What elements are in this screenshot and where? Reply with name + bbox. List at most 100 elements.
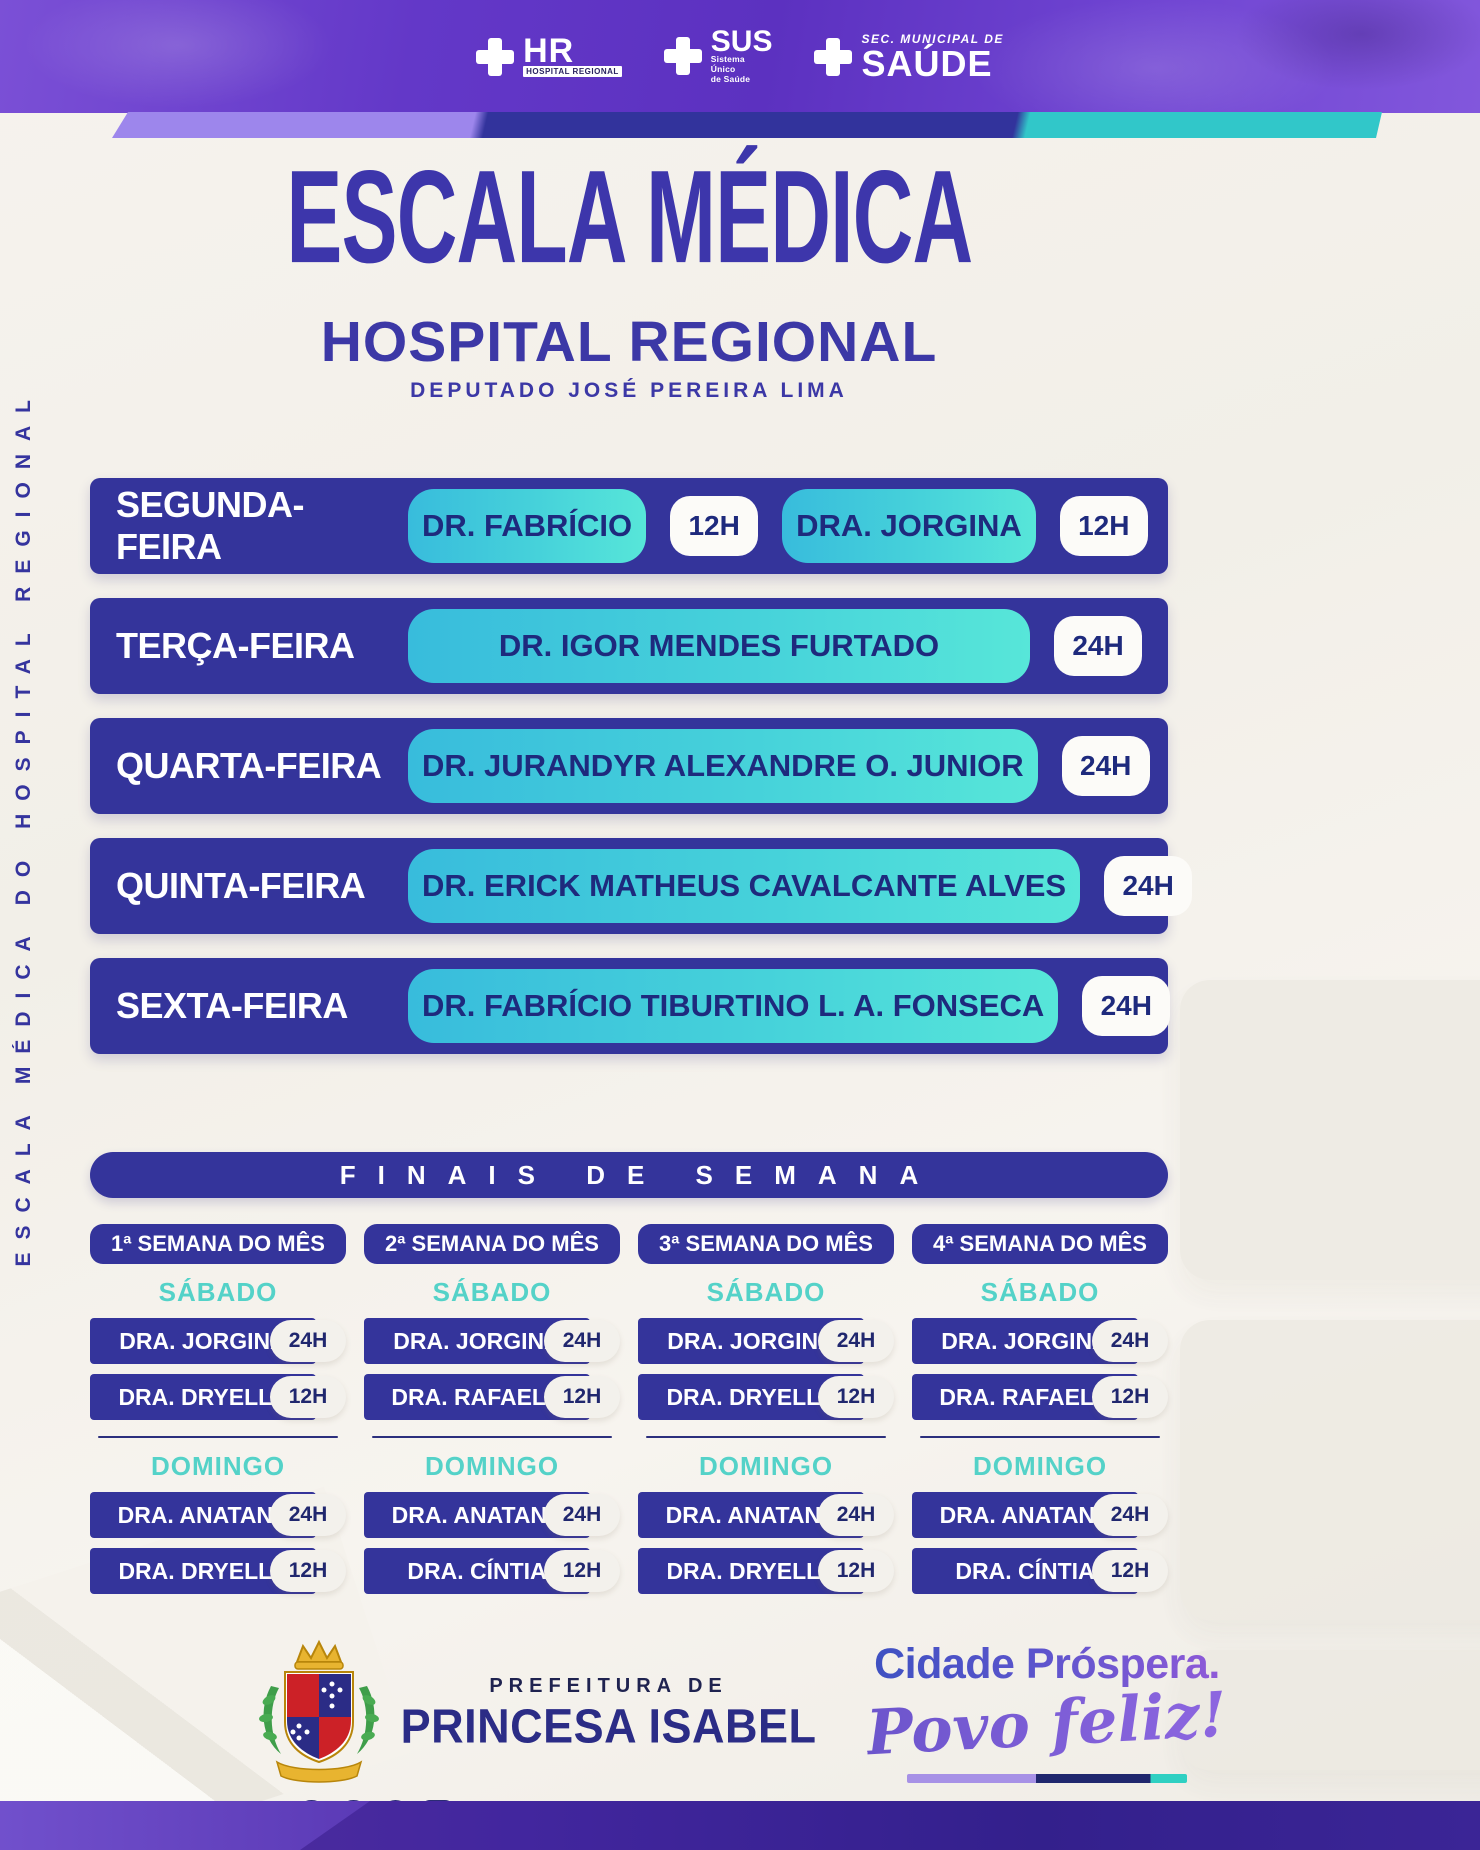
sunday-label: DOMINGO — [698, 1451, 834, 1481]
hours-badge: 12H — [544, 1550, 620, 1592]
weekday-schedule: SEGUNDA-FEIRA DR. FABRÍCIO 12H DRA. JORG… — [90, 478, 1193, 1078]
weekend-row: DRA. ANATANY 24H — [912, 1492, 1168, 1538]
hours-badge: 24H — [544, 1320, 620, 1362]
hours-badge: 24H — [270, 1320, 346, 1362]
hours-badge: 24H — [1092, 1320, 1168, 1362]
saturday-label: SÁBADO — [706, 1277, 826, 1307]
weekend-row: DRA. ANATANY 24H — [364, 1492, 620, 1538]
sus-logo: SUS Sistema Único de Saúde — [663, 27, 773, 84]
slogan-underline — [906, 1774, 1187, 1783]
sus-sub-line: de Saúde — [710, 73, 751, 84]
sunday-label: DOMINGO — [972, 1451, 1108, 1481]
slogan-line-1: Cidade Próspera. — [874, 1640, 1220, 1688]
divider — [372, 1436, 612, 1438]
city-slogan-block: Cidade Próspera. Povo feliz! — [865, 1638, 1229, 1783]
week-title: 4ª SEMANA DO MÊS — [912, 1224, 1168, 1264]
hours-badge: 24H — [270, 1494, 346, 1536]
hr-logo-subtitle: HOSPITAL REGIONAL — [523, 66, 622, 78]
medical-cross-icon — [663, 37, 702, 76]
hours-badge: 12H — [818, 1376, 894, 1418]
hours-badge: 24H — [1082, 976, 1171, 1036]
sunday-label: DOMINGO — [424, 1451, 560, 1481]
hours-badge: 12H — [818, 1550, 894, 1592]
schedule-row-friday: SEXTA-FEIRA DR. FABRÍCIO TIBURTINO L. A.… — [90, 958, 1171, 1054]
weekend-grid: 1ª SEMANA DO MÊS SÁBADO DRA. JORGINA 24H… — [90, 1224, 1168, 1604]
week-title: 3ª SEMANA DO MÊS — [638, 1224, 894, 1264]
coat-of-arms — [258, 1639, 379, 1783]
saturday-label: SÁBADO — [980, 1277, 1100, 1307]
saturday-label: SÁBADO — [432, 1277, 552, 1307]
sunday-label: DOMINGO — [150, 1451, 286, 1481]
doctor-pill: DR. IGOR MENDES FURTADO — [408, 609, 1030, 683]
schedule-row-wednesday: QUARTA-FEIRA DR. JURANDYR ALEXANDRE O. J… — [90, 718, 1168, 814]
page-title: ESCALA MÉDICA — [286, 143, 973, 292]
pill-zone: DR. FABRÍCIO 12H DRA. JORGINA 12H — [408, 489, 1148, 563]
doctor-pill: DRA. JORGINA — [782, 489, 1036, 563]
weekend-row: DRA. ANATANY 24H — [638, 1492, 894, 1538]
divider — [646, 1436, 886, 1438]
weekend-row: DRA. ANATANY 24H — [90, 1492, 346, 1538]
weekend-row: DRA. CÍNTIA 12H — [912, 1548, 1168, 1594]
pill-zone: DR. JURANDYR ALEXANDRE O. JUNIOR 24H — [408, 729, 1150, 803]
hours-badge: 24H — [1092, 1494, 1168, 1536]
schedule-row-tuesday: TERÇA-FEIRA DR. IGOR MENDES FURTADO 24H — [90, 598, 1168, 694]
hours-badge: 24H — [818, 1494, 894, 1536]
background-card — [1180, 1320, 1480, 1620]
page-subtitle: HOSPITAL REGIONAL — [320, 310, 938, 374]
day-label: SEGUNDA-FEIRA — [116, 484, 305, 567]
weekend-row: DRA. JORGINA 24H — [364, 1318, 620, 1364]
hours-badge: 24H — [1104, 856, 1193, 916]
sus-sub-line: Único — [710, 64, 736, 75]
hero-banner: HR HOSPITAL REGIONAL SUS Sistema Único d… — [0, 0, 1480, 113]
title-block: ESCALA MÉDICA HOSPITAL REGIONAL DEPUTADO… — [90, 142, 1168, 403]
weekend-row: DRA. JORGINA 24H — [638, 1318, 894, 1364]
week-title: 1ª SEMANA DO MÊS — [90, 1224, 346, 1264]
tricolor-ribbon — [112, 112, 1382, 138]
org-name-label: PRINCESA ISABEL — [400, 1697, 817, 1753]
hours-badge: 12H — [1092, 1550, 1168, 1592]
doctor-pill: DR. ERICK MATHEUS CAVALCANTE ALVES — [408, 849, 1081, 923]
weekend-row: DRA. RAFAELA 12H — [364, 1374, 620, 1420]
saude-logo-pre: SEC. MUNICIPAL DE — [861, 31, 1004, 46]
weekend-row: DRA. DRYELLE 12H — [638, 1374, 894, 1420]
week-column-3: 3ª SEMANA DO MÊS SÁBADO DRA. JORGINA 24H… — [638, 1224, 894, 1604]
weekend-row: DRA. RAFAELA 12H — [912, 1374, 1168, 1420]
week-column-1: 1ª SEMANA DO MÊS SÁBADO DRA. JORGINA 24H… — [90, 1224, 346, 1604]
secretaria-saude-logo: SEC. MUNICIPAL DE SAÚDE — [814, 32, 1003, 82]
schedule-row-monday: SEGUNDA-FEIRA DR. FABRÍCIO 12H DRA. JORG… — [90, 478, 1168, 574]
divider — [920, 1436, 1160, 1438]
saturday-label: SÁBADO — [158, 1277, 278, 1307]
day-label: TERÇA-FEIRA — [116, 625, 355, 666]
sus-sub-line: Sistema — [710, 54, 745, 65]
saude-logo-name: SAÚDE — [861, 42, 993, 84]
background-card — [1180, 980, 1480, 1280]
hours-badge: 24H — [818, 1320, 894, 1362]
hours-badge: 12H — [1092, 1376, 1168, 1418]
weekend-row: DRA. CÍNTIA 12H — [364, 1548, 620, 1594]
doctor-pill: DR. FABRÍCIO — [408, 489, 647, 563]
week-column-4: 4ª SEMANA DO MÊS SÁBADO DRA. JORGINA 24H… — [912, 1224, 1168, 1604]
divider — [98, 1436, 338, 1438]
doctor-pill: DR. FABRÍCIO TIBURTINO L. A. FONSECA — [408, 969, 1059, 1043]
hr-logo-abbr: HR — [523, 31, 575, 70]
week-column-2: 2ª SEMANA DO MÊS SÁBADO DRA. JORGINA 24H… — [364, 1224, 620, 1604]
pill-zone: DR. FABRÍCIO TIBURTINO L. A. FONSECA 24H — [408, 969, 1171, 1043]
medical-cross-icon — [476, 37, 515, 76]
day-label: SEXTA-FEIRA — [116, 985, 348, 1026]
hours-badge: 12H — [270, 1376, 346, 1418]
background-card — [1180, 1650, 1480, 1770]
medical-cross-icon — [814, 37, 853, 76]
doctor-pill: DR. JURANDYR ALEXANDRE O. JUNIOR — [408, 729, 1038, 803]
weekend-row: DRA. DRYELLE 12H — [90, 1374, 346, 1420]
weekend-banner: FINAIS DE SEMANA — [90, 1152, 1168, 1198]
hours-badge: 12H — [670, 496, 759, 556]
schedule-row-thursday: QUINTA-FEIRA DR. ERICK MATHEUS CAVALCANT… — [90, 838, 1193, 934]
hours-badge: 12H — [270, 1550, 346, 1592]
hours-badge: 24H — [1061, 736, 1150, 796]
hours-badge: 12H — [544, 1376, 620, 1418]
weekend-section: FINAIS DE SEMANA 1ª SEMANA DO MÊS SÁBADO… — [90, 1152, 1168, 1604]
day-label: QUINTA-FEIRA — [116, 865, 366, 906]
pill-zone: DR. IGOR MENDES FURTADO 24H — [408, 609, 1142, 683]
hours-badge: 12H — [1059, 496, 1148, 556]
sus-logo-subtitle: Sistema Único de Saúde — [711, 55, 773, 84]
